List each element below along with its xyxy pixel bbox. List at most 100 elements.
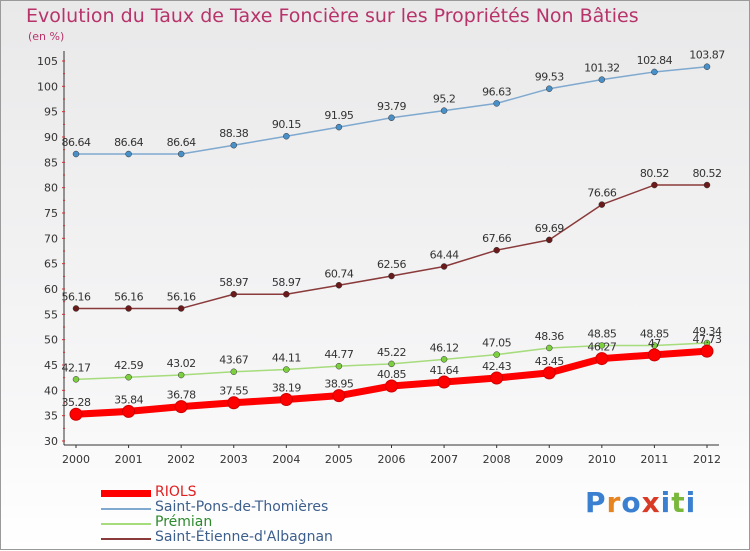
x-tick-label: 2001 <box>115 453 143 466</box>
data-label-saint-pons-de-thomieres: 99.53 <box>535 71 564 84</box>
legend-label: Saint-Pons-de-Thomières <box>155 499 329 515</box>
data-point-premian <box>125 373 132 381</box>
data-label-premian: 45.22 <box>377 346 406 359</box>
data-point-premian <box>72 376 80 383</box>
data-point-saint-pons-de-thomieres <box>546 85 553 92</box>
data-point-riols <box>700 344 714 358</box>
legend-item: RIOLS <box>101 484 401 501</box>
data-point-riols <box>595 352 609 366</box>
legend-label: Prémian <box>155 514 213 530</box>
data-point-saint-pons-de-thomieres <box>335 123 343 131</box>
data-point-premian <box>283 366 290 373</box>
data-point-saint-etienne-d-albagnan <box>72 305 80 312</box>
data-point-saint-pons-de-thomieres <box>703 63 711 70</box>
data-point-riols <box>385 379 398 393</box>
legend-swatch <box>101 538 151 540</box>
data-label-riols: 47 <box>648 337 661 350</box>
unit-label: (en %) <box>28 30 65 43</box>
data-point-riols <box>122 404 136 418</box>
data-point-saint-pons-de-thomieres <box>598 76 606 83</box>
y-tick-label: 85 <box>44 156 58 169</box>
data-label-saint-pons-de-thomieres: 95.2 <box>433 93 456 106</box>
x-tick-label: 2002 <box>167 453 195 466</box>
x-tick-label: 2005 <box>325 453 353 466</box>
data-label-premian: 48.85 <box>587 327 616 340</box>
data-label-saint-pons-de-thomieres: 88.38 <box>219 127 248 140</box>
data-point-riols <box>332 389 346 403</box>
data-point-saint-etienne-d-albagnan <box>177 305 185 312</box>
y-tick-label: 100 <box>37 80 58 93</box>
data-point-premian <box>388 360 395 368</box>
data-point-saint-pons-de-thomieres <box>177 150 185 158</box>
data-point-saint-pons-de-thomieres <box>72 150 80 158</box>
x-tick-label: 2006 <box>378 453 406 466</box>
data-label-saint-pons-de-thomieres: 96.63 <box>482 85 511 98</box>
data-label-premian: 44.77 <box>324 348 353 361</box>
data-label-saint-etienne-d-albagnan: 62.56 <box>377 258 406 271</box>
logo-letter: x <box>641 486 661 519</box>
data-label-premian: 43.67 <box>219 354 248 367</box>
y-tick-label: 90 <box>44 131 58 144</box>
data-point-saint-pons-de-thomieres <box>651 68 658 76</box>
data-point-saint-pons-de-thomieres <box>125 150 132 158</box>
legend-label: Saint-Étienne-d'Albagnan <box>155 529 333 545</box>
data-point-riols <box>542 366 556 380</box>
data-point-saint-pons-de-thomieres <box>283 132 290 140</box>
x-tick-label: 2009 <box>535 453 563 466</box>
data-label-riols: 35.28 <box>62 396 91 409</box>
legend-swatch <box>101 508 151 510</box>
data-point-riols <box>490 371 504 385</box>
data-point-saint-etienne-d-albagnan <box>440 263 448 270</box>
data-label-saint-pons-de-thomieres: 86.64 <box>62 136 91 149</box>
legend-swatch <box>101 490 151 497</box>
data-point-saint-etienne-d-albagnan <box>651 181 658 189</box>
logo-letter: r <box>606 486 622 519</box>
data-label-riols: 43.45 <box>535 355 564 368</box>
x-tick-label: 2008 <box>483 453 511 466</box>
data-label-saint-etienne-d-albagnan: 56.16 <box>167 290 196 303</box>
data-point-saint-etienne-d-albagnan <box>283 290 290 298</box>
y-tick-label: 30 <box>44 435 58 448</box>
data-label-saint-pons-de-thomieres: 90.15 <box>272 118 301 131</box>
data-label-riols: 47.73 <box>693 333 722 346</box>
data-point-saint-etienne-d-albagnan <box>493 246 500 254</box>
legend: RIOLS Saint-Pons-de-Thomières Prémian Saint… <box>101 484 401 546</box>
y-tick-label: 70 <box>44 232 58 245</box>
data-point-saint-etienne-d-albagnan <box>598 201 606 208</box>
logo-letter: i <box>660 486 672 519</box>
y-tick-label: 95 <box>44 106 58 119</box>
data-label-saint-etienne-d-albagnan: 80.52 <box>640 167 669 180</box>
y-tick-label: 35 <box>44 410 58 423</box>
data-label-riols: 36.78 <box>167 389 196 402</box>
legend-item: Prémian <box>101 514 401 531</box>
data-label-saint-pons-de-thomieres: 86.64 <box>114 136 143 149</box>
y-tick-label: 45 <box>44 359 58 372</box>
data-point-saint-etienne-d-albagnan <box>546 236 553 244</box>
data-point-premian <box>440 356 448 363</box>
x-tick-label: 2011 <box>640 453 668 466</box>
data-label-premian: 43.02 <box>167 357 196 370</box>
data-point-saint-pons-de-thomieres <box>230 141 237 149</box>
data-point-premian <box>546 344 553 352</box>
data-point-riols <box>647 348 661 362</box>
x-tick-label: 2007 <box>430 453 458 466</box>
data-point-riols <box>174 400 188 414</box>
y-tick-label: 65 <box>44 258 58 271</box>
legend-swatch <box>101 523 151 525</box>
data-label-riols: 46.27 <box>587 341 616 354</box>
data-label-riols: 38.19 <box>272 382 301 395</box>
data-label-premian: 47.05 <box>482 337 511 350</box>
data-point-saint-pons-de-thomieres <box>388 114 395 122</box>
data-label-saint-etienne-d-albagnan: 69.69 <box>535 222 564 235</box>
data-label-premian: 42.17 <box>62 361 91 374</box>
data-point-saint-etienne-d-albagnan <box>230 290 237 298</box>
x-tick-label: 2012 <box>693 453 721 466</box>
x-tick-label: 2000 <box>62 453 90 466</box>
data-label-saint-etienne-d-albagnan: 67.66 <box>482 232 511 245</box>
data-label-riols: 40.85 <box>377 368 406 381</box>
y-tick-label: 75 <box>44 207 58 220</box>
data-point-premian <box>598 342 606 349</box>
data-label-premian: 49.34 <box>693 325 722 338</box>
